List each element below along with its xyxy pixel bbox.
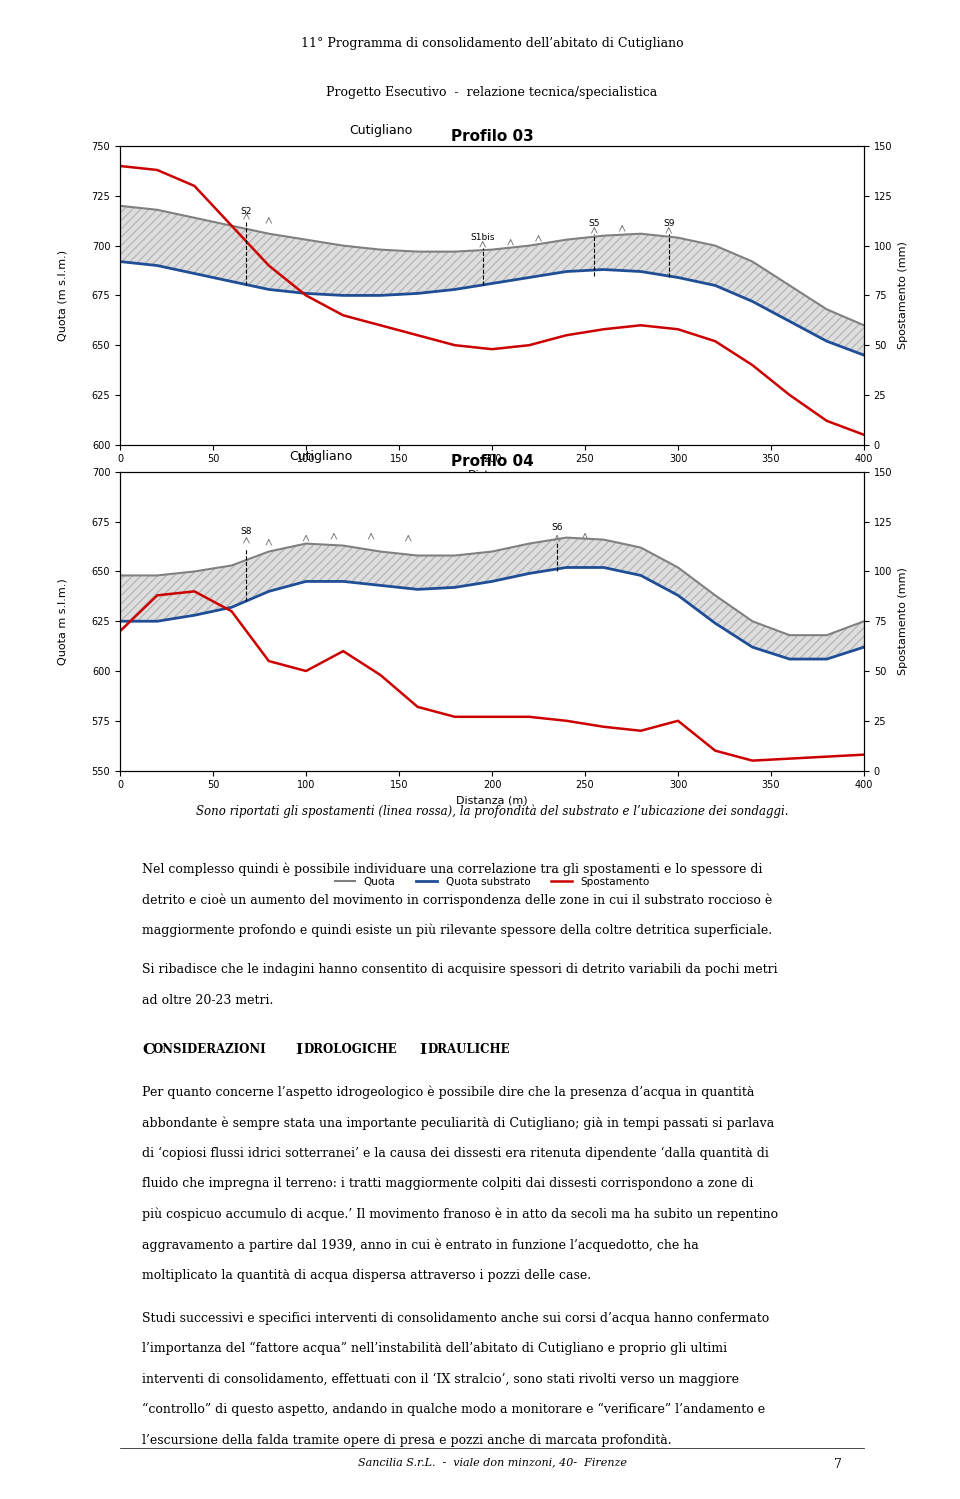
Text: più cospicuo accumulo di acque.’ Il movimento franoso è in atto da secoli ma ha : più cospicuo accumulo di acque.’ Il movi… (142, 1208, 779, 1222)
Text: I: I (420, 1043, 426, 1057)
Text: maggiormente profondo e quindi esiste un più rilevante spessore della coltre det: maggiormente profondo e quindi esiste un… (142, 923, 773, 937)
Text: interventi di consolidamento, effettuati con il ‘IX stralcio’, sono stati rivolt: interventi di consolidamento, effettuati… (142, 1373, 739, 1387)
Text: S9: S9 (663, 219, 675, 228)
Text: Studi successivi e specifici interventi di consolidamento anche sui corsi d’acqu: Studi successivi e specifici interventi … (142, 1312, 770, 1325)
Text: S2: S2 (241, 207, 252, 216)
Text: Cutigliano: Cutigliano (289, 450, 352, 463)
Text: abbondante è sempre stata una importante peculiarità di Cutigliano; già in tempi: abbondante è sempre stata una importante… (142, 1117, 775, 1130)
Y-axis label: Spostamento (mm): Spostamento (mm) (898, 567, 908, 675)
Legend: Quota, Quota substrato, Spostamento: Quota, Quota substrato, Spostamento (330, 872, 654, 890)
Y-axis label: Spostamento (mm): Spostamento (mm) (898, 241, 908, 349)
Text: “controllo” di questo aspetto, andando in qualche modo a monitorare e “verificar: “controllo” di questo aspetto, andando i… (142, 1403, 765, 1417)
X-axis label: Distanza: Distanza (468, 471, 516, 480)
Text: fluido che impregna il terreno: i tratti maggiormente colpiti dai dissesti corri: fluido che impregna il terreno: i tratti… (142, 1177, 754, 1190)
Text: DROLOGICHE: DROLOGICHE (303, 1043, 397, 1055)
Text: ONSIDERAZIONI: ONSIDERAZIONI (153, 1043, 266, 1055)
Text: moltiplicato la quantità di acqua dispersa attraverso i pozzi delle case.: moltiplicato la quantità di acqua disper… (142, 1268, 591, 1282)
Title: Profilo 03: Profilo 03 (450, 129, 534, 144)
Text: 7: 7 (834, 1457, 842, 1471)
Text: Sancilia S.r.L.  -  viale don minzoni, 40-  Firenze: Sancilia S.r.L. - viale don minzoni, 40-… (357, 1457, 627, 1468)
Text: Sono riportati gli spostamenti (linea rossa), la profondità del substrato e l’ub: Sono riportati gli spostamenti (linea ro… (196, 805, 788, 818)
Text: di ‘copiosi flussi idrici sotterranei’ e la causa dei dissesti era ritenuta dipe: di ‘copiosi flussi idrici sotterranei’ e… (142, 1147, 769, 1160)
Text: Si ribadisce che le indagini hanno consentito di acquisire spessori di detrito v: Si ribadisce che le indagini hanno conse… (142, 964, 778, 976)
X-axis label: Distanza (m): Distanza (m) (456, 796, 528, 806)
Text: Cutigliano: Cutigliano (348, 124, 412, 136)
Text: S8: S8 (241, 526, 252, 535)
Title: Profilo 04: Profilo 04 (450, 454, 534, 469)
Text: DRAULICHE: DRAULICHE (427, 1043, 510, 1055)
Text: ad oltre 20-23 metri.: ad oltre 20-23 metri. (142, 994, 274, 1007)
Legend: Quota, Quota substrato, Spostamento: Quota, Quota substrato, Spostamento (330, 547, 654, 565)
Text: S1bis: S1bis (470, 232, 495, 241)
Text: detrito e cioè un aumento del movimento in corrispondenza delle zone in cui il s: detrito e cioè un aumento del movimento … (142, 893, 773, 907)
Y-axis label: Quota (m s.l.m.): Quota (m s.l.m.) (58, 250, 68, 340)
Text: aggravamento a partire dal 1939, anno in cui è entrato in funzione l’acquedotto,: aggravamento a partire dal 1939, anno in… (142, 1238, 699, 1252)
Text: 11° Programma di consolidamento dell’abitato di Cutigliano: 11° Programma di consolidamento dell’abi… (300, 37, 684, 51)
Text: S6: S6 (551, 523, 563, 532)
Text: S5: S5 (588, 219, 600, 228)
Text: Nel complesso quindi è possibile individuare una correlazione tra gli spostament: Nel complesso quindi è possibile individ… (142, 862, 763, 875)
Text: l’escursione della falda tramite opere di presa e pozzi anche di marcata profond: l’escursione della falda tramite opere d… (142, 1433, 672, 1447)
Text: Progetto Esecutivo  -  relazione tecnica/specialistica: Progetto Esecutivo - relazione tecnica/s… (326, 87, 658, 99)
Text: I: I (296, 1043, 302, 1057)
Text: C: C (142, 1043, 155, 1057)
Text: l’importanza del “fattore acqua” nell’instabilità dell’abitato di Cutigliano e p: l’importanza del “fattore acqua” nell’in… (142, 1342, 728, 1355)
Text: Per quanto concerne l’aspetto idrogeologico è possibile dire che la presenza d’a: Per quanto concerne l’aspetto idrogeolog… (142, 1085, 755, 1099)
Y-axis label: Quota m s.l.m.): Quota m s.l.m.) (58, 577, 68, 664)
